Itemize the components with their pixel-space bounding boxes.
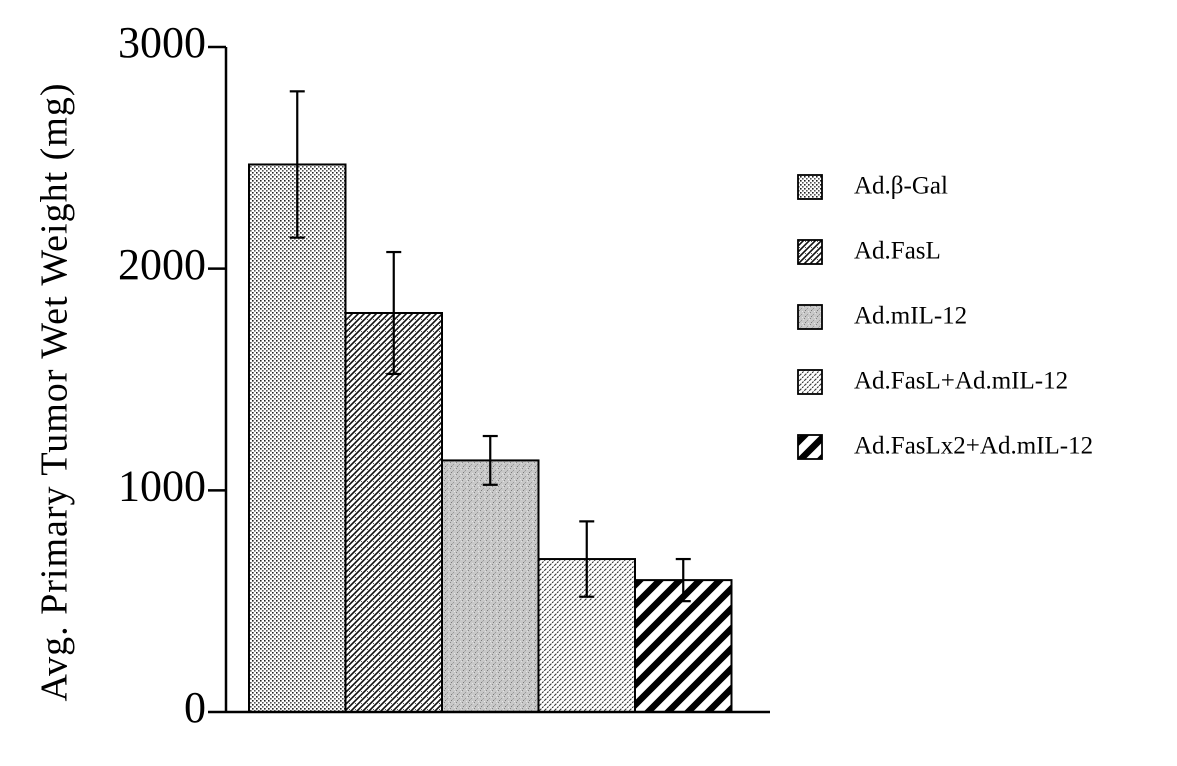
y-axis-ticks: 0 1000 2000 3000 bbox=[118, 18, 226, 732]
legend-label: Ad.FasL bbox=[854, 238, 941, 265]
y-tick-label: 0 bbox=[184, 683, 206, 732]
legend-swatch bbox=[797, 434, 823, 460]
legend-swatch bbox=[797, 304, 823, 330]
error-bars-group bbox=[289, 90, 691, 603]
y-tick-label: 3000 bbox=[118, 18, 206, 67]
y-axis-label: Avg. Primary Tumor Wet Weight (mg) bbox=[34, 83, 76, 702]
bar-ad-mil-12 bbox=[441, 459, 540, 713]
legend-label: Ad.mIL-12 bbox=[854, 303, 967, 330]
legend-label: Ad.FasL+Ad.mIL-12 bbox=[854, 368, 1068, 395]
legend-swatch bbox=[797, 369, 823, 395]
y-tick-label: 2000 bbox=[118, 240, 206, 289]
bar-ad-gal bbox=[248, 163, 347, 713]
legend-swatch bbox=[797, 174, 823, 200]
legend: Ad.β-Gal Ad.FasL Ad.mIL-12 Ad.FasL+Ad.mIL-1… bbox=[797, 173, 1093, 460]
legend-label: Ad.β-Gal bbox=[854, 173, 948, 200]
legend-swatch bbox=[797, 239, 823, 265]
legend-label: Ad.FasLx2+Ad.mIL-12 bbox=[854, 433, 1093, 460]
y-tick-label: 1000 bbox=[118, 461, 206, 510]
